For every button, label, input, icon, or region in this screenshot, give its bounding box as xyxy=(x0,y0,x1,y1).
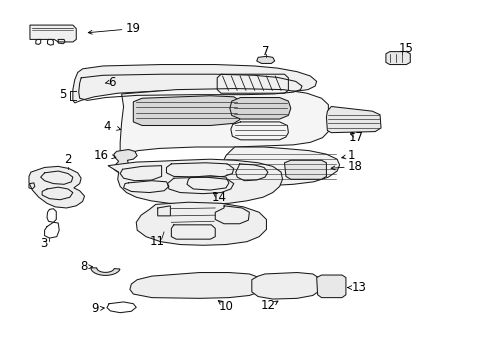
Polygon shape xyxy=(30,25,76,42)
Text: 19: 19 xyxy=(125,22,140,35)
Text: 13: 13 xyxy=(351,281,366,294)
Text: 9: 9 xyxy=(92,302,99,315)
Text: 8: 8 xyxy=(80,260,87,273)
Text: 17: 17 xyxy=(348,131,364,144)
Polygon shape xyxy=(114,149,137,172)
Polygon shape xyxy=(316,275,345,298)
Polygon shape xyxy=(256,56,274,63)
Polygon shape xyxy=(91,268,120,275)
Text: 5: 5 xyxy=(59,88,66,101)
Text: 2: 2 xyxy=(64,153,72,166)
Text: 14: 14 xyxy=(211,191,226,204)
Polygon shape xyxy=(120,89,328,163)
Polygon shape xyxy=(133,96,239,126)
Text: 16: 16 xyxy=(94,149,109,162)
Polygon shape xyxy=(108,159,282,204)
Polygon shape xyxy=(130,273,259,298)
Polygon shape xyxy=(73,64,316,103)
Text: 10: 10 xyxy=(218,300,233,313)
Polygon shape xyxy=(385,51,409,64)
Text: 18: 18 xyxy=(347,160,362,173)
Text: 11: 11 xyxy=(149,235,164,248)
Text: 6: 6 xyxy=(108,76,115,89)
Text: 3: 3 xyxy=(40,237,47,250)
Text: 12: 12 xyxy=(260,299,275,312)
Polygon shape xyxy=(284,160,326,179)
Polygon shape xyxy=(326,107,380,133)
Polygon shape xyxy=(29,166,84,208)
Text: 15: 15 xyxy=(398,41,413,54)
Text: 4: 4 xyxy=(102,121,110,134)
Text: 1: 1 xyxy=(347,149,355,162)
Polygon shape xyxy=(229,98,290,119)
Polygon shape xyxy=(251,273,320,299)
Text: 7: 7 xyxy=(262,45,269,58)
Polygon shape xyxy=(221,147,339,185)
Polygon shape xyxy=(136,202,266,245)
